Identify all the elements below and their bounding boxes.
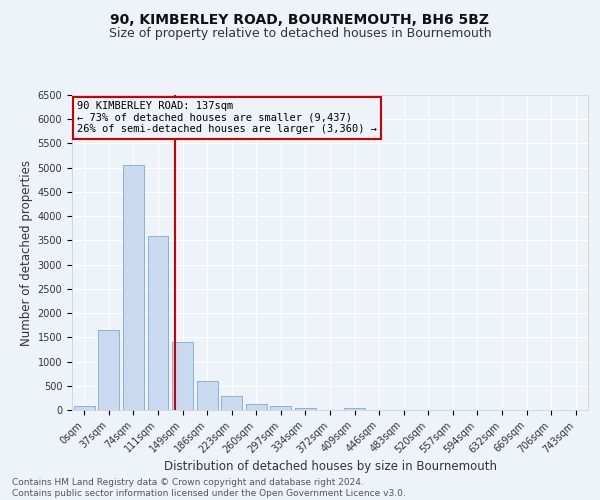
Bar bbox=[148, 236, 169, 410]
Bar bbox=[172, 342, 193, 410]
Bar bbox=[74, 406, 95, 410]
Bar bbox=[295, 408, 316, 410]
Bar bbox=[344, 408, 365, 410]
Y-axis label: Number of detached properties: Number of detached properties bbox=[20, 160, 34, 346]
Bar bbox=[197, 381, 218, 410]
Text: Contains HM Land Registry data © Crown copyright and database right 2024.
Contai: Contains HM Land Registry data © Crown c… bbox=[12, 478, 406, 498]
Text: 90, KIMBERLEY ROAD, BOURNEMOUTH, BH6 5BZ: 90, KIMBERLEY ROAD, BOURNEMOUTH, BH6 5BZ bbox=[110, 12, 490, 26]
Bar bbox=[123, 166, 144, 410]
Bar bbox=[271, 406, 292, 410]
X-axis label: Distribution of detached houses by size in Bournemouth: Distribution of detached houses by size … bbox=[163, 460, 497, 473]
Bar bbox=[221, 396, 242, 410]
Text: 90 KIMBERLEY ROAD: 137sqm
← 73% of detached houses are smaller (9,437)
26% of se: 90 KIMBERLEY ROAD: 137sqm ← 73% of detac… bbox=[77, 102, 377, 134]
Bar bbox=[246, 404, 267, 410]
Bar bbox=[98, 330, 119, 410]
Text: Size of property relative to detached houses in Bournemouth: Size of property relative to detached ho… bbox=[109, 28, 491, 40]
